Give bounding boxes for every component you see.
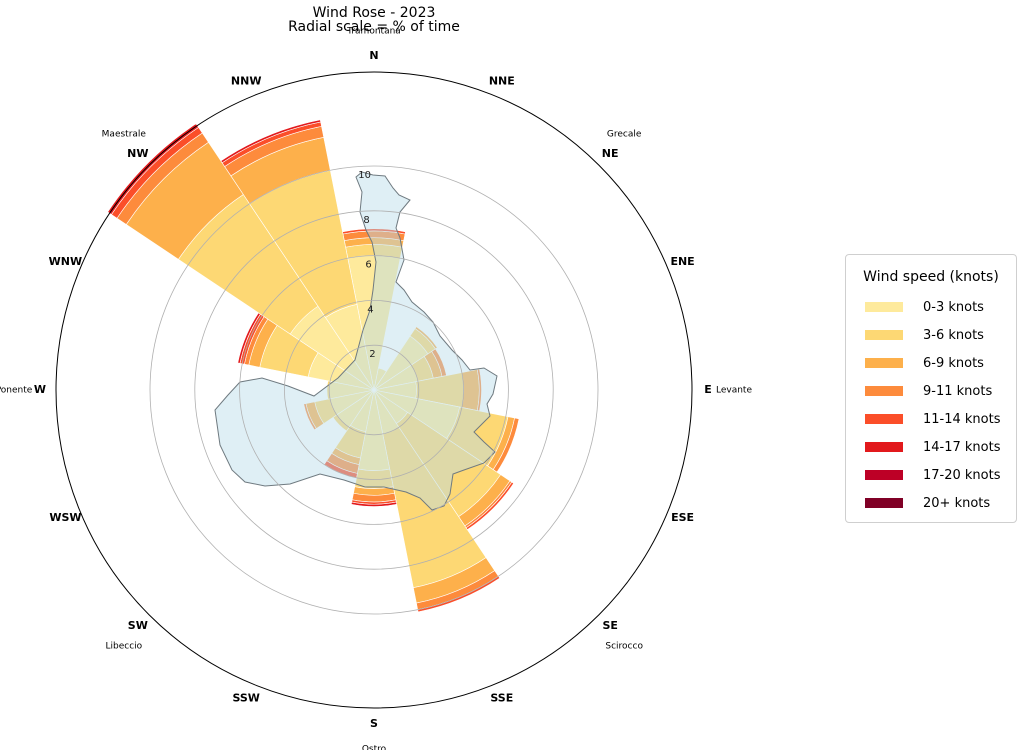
grid-ring-1	[283, 299, 464, 480]
radial-tick-labels: 2 4 6 8 10	[358, 170, 375, 360]
legend-swatch	[865, 386, 903, 396]
legend-label: 11-14 knots	[923, 411, 1001, 427]
wind-name-ponente: Ponente	[0, 386, 33, 396]
wedges-group	[107, 119, 520, 613]
legend-label: 6-9 knots	[923, 355, 984, 371]
legend-swatch	[865, 302, 903, 312]
legend-label: 17-20 knots	[923, 467, 1001, 483]
legend-label: 14-17 knots	[923, 439, 1001, 455]
direction-label-e: E	[704, 383, 712, 396]
wedge-s-5	[350, 501, 398, 507]
direction-label-ne: NE	[602, 147, 619, 160]
legend-label: 3-6 knots	[923, 327, 984, 343]
legend-swatch	[865, 358, 903, 368]
legend-item: 11-14 knots	[846, 405, 1016, 433]
legend-items: 0-3 knots 3-6 knots 6-9 knots 9-11 knots 11-…	[846, 293, 1016, 517]
wind-name-labels: Tramontana Grecale Levante Scirocco Ostro Lib…	[0, 27, 752, 750]
legend-item: 9-11 knots	[846, 377, 1016, 405]
direction-label-wnw: WNW	[49, 255, 82, 268]
direction-label-nw: NW	[127, 147, 148, 160]
direction-label-w: W	[34, 383, 46, 396]
chart-title: Wind Rose - 2023	[313, 5, 436, 21]
wedge-ne-2	[414, 326, 438, 350]
legend-swatch	[865, 414, 903, 424]
direction-label-ssw: SSW	[232, 692, 259, 705]
direction-label-s: S	[370, 717, 378, 730]
wind-name-maestrale: Maestrale	[102, 129, 147, 139]
wedge-n-4	[342, 228, 406, 235]
grid-ring-0	[328, 344, 420, 436]
legend-swatch	[865, 498, 903, 508]
legend: Wind speed (knots) 0-3 knots 3-6 knots 6-9…	[845, 254, 1017, 523]
chart-subtitle: Radial scale = % of time	[288, 19, 460, 35]
legend-item: 6-9 knots	[846, 349, 1016, 377]
direction-label-ene: ENE	[670, 255, 694, 268]
legend-swatch	[865, 442, 903, 452]
direction-labels: N NNE NE ENE E ESE SE SSE S SSW SW WSW W WNW NW NNW	[34, 49, 712, 730]
direction-label-ese: ESE	[671, 511, 694, 524]
wind-name-libeccio: Libeccio	[105, 642, 142, 652]
grid-ring-2	[239, 255, 509, 525]
wind-name-levante: Levante	[716, 386, 752, 396]
wedge-nw-5	[107, 123, 199, 215]
outer-ring	[55, 71, 693, 709]
direction-label-wsw: WSW	[49, 511, 81, 524]
legend-item: 0-3 knots	[846, 293, 1016, 321]
direction-label-sw: SW	[128, 619, 148, 632]
legend-label: 0-3 knots	[923, 299, 984, 315]
radial-grid	[55, 71, 693, 709]
region-map-overlay	[214, 171, 498, 511]
radial-tick-8: 8	[363, 215, 369, 226]
radial-tick-2: 2	[369, 349, 375, 360]
wedge-nnw-5	[220, 119, 322, 164]
direction-label-nne: NNE	[489, 74, 515, 87]
legend-label: 9-11 knots	[923, 383, 993, 399]
legend-label: 20+ knots	[923, 495, 991, 511]
direction-label-n: N	[369, 49, 378, 62]
legend-item: 17-20 knots	[846, 461, 1016, 489]
wind-name-tramontana: Tramontana	[346, 27, 401, 37]
grid-ring-3	[194, 210, 554, 570]
direction-label-se: SE	[602, 619, 617, 632]
legend-item: 14-17 knots	[846, 433, 1016, 461]
legend-title: Wind speed (knots)	[863, 269, 999, 285]
wind-name-ostro: Ostro	[362, 745, 387, 750]
direction-label-nnw: NNW	[231, 74, 262, 87]
radial-tick-10: 10	[358, 170, 371, 181]
radial-tick-4: 4	[367, 304, 373, 315]
radial-tick-6: 6	[365, 260, 371, 271]
wind-name-grecale: Grecale	[607, 129, 642, 139]
wedge-wsw-3	[303, 403, 317, 431]
legend-swatch	[865, 330, 903, 340]
legend-swatch	[865, 470, 903, 480]
legend-item: 3-6 knots	[846, 321, 1016, 349]
legend-item: 20+ knots	[846, 489, 1016, 517]
grid-ring-4	[149, 165, 599, 615]
wind-name-scirocco: Scirocco	[605, 642, 643, 652]
direction-label-sse: SSE	[490, 692, 513, 705]
